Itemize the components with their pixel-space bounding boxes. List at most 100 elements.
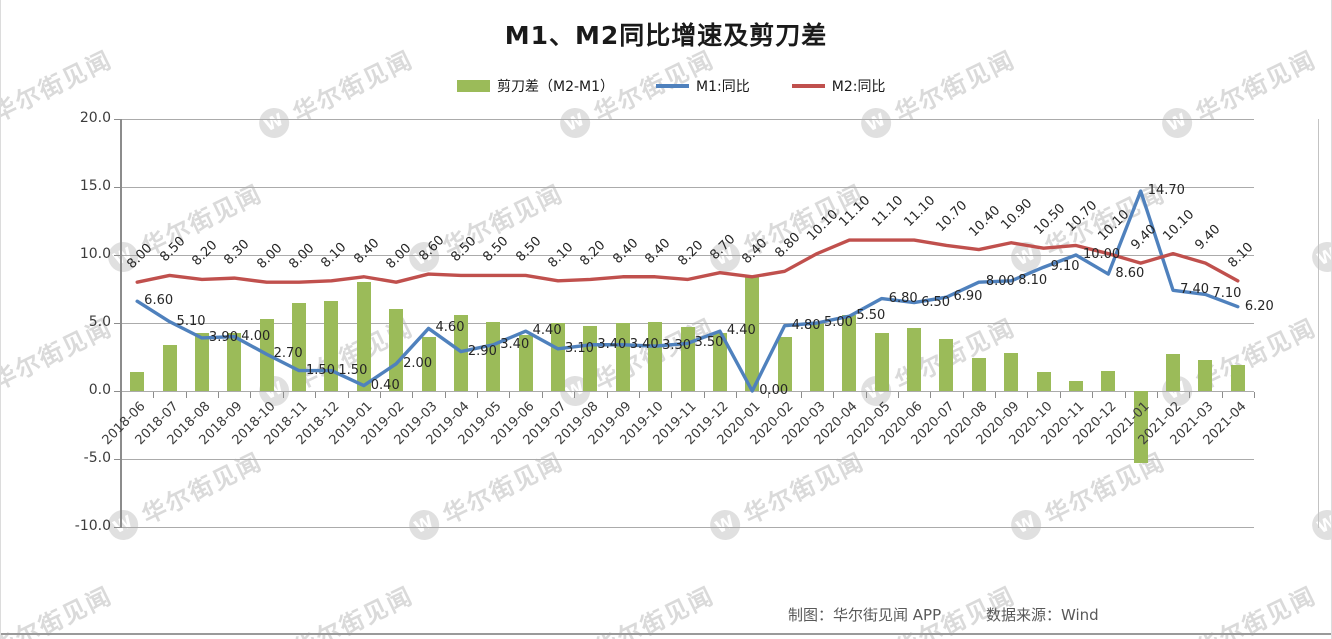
scissors-bar — [648, 321, 663, 391]
y-axis-tick — [114, 459, 121, 460]
scissors-bar — [1036, 371, 1051, 391]
gridline — [121, 119, 1254, 120]
x-axis-tick — [541, 392, 543, 398]
x-axis-tick — [282, 392, 284, 398]
scissors-bar — [874, 332, 889, 391]
scissors-bar — [356, 282, 371, 391]
x-axis-tick — [638, 392, 640, 398]
scissors-bar — [130, 371, 145, 391]
scissors-bar — [971, 358, 986, 391]
m1-value-label: 8.00 — [985, 274, 1015, 290]
x-axis-tick — [768, 392, 770, 398]
scissors-bar — [745, 276, 760, 391]
y-axis-line — [120, 119, 122, 528]
x-axis-tick — [1092, 392, 1094, 398]
scissors-bar — [1230, 365, 1245, 391]
x-axis-tick — [995, 392, 997, 398]
y-axis-label: 15.0 — [79, 178, 111, 194]
scissors-bar — [162, 344, 177, 391]
m1-value-label: 3.50 — [694, 335, 724, 351]
legend-item-m2: M2:同比 — [791, 76, 885, 96]
scissors-bar — [1101, 370, 1116, 391]
m1-value-label: 7.10 — [1212, 286, 1242, 302]
m1-value-label: 4.60 — [435, 320, 465, 336]
scissors-bar — [1166, 354, 1181, 391]
x-axis-tick — [250, 392, 252, 398]
scissors-bar — [583, 325, 598, 391]
m1-value-label: 8.60 — [1115, 266, 1145, 282]
scissors-bar — [227, 332, 242, 391]
m2-line-swatch-icon — [791, 84, 825, 88]
x-axis-tick — [509, 392, 511, 398]
scissors-bar — [777, 336, 792, 391]
m1-value-label: 3.30 — [662, 338, 692, 354]
x-axis-tick — [1189, 392, 1191, 398]
x-axis-tick — [703, 392, 705, 398]
x-axis-tick — [218, 392, 220, 398]
scissors-bar — [194, 332, 209, 391]
x-axis-tick — [379, 392, 381, 398]
x-axis-tick — [574, 392, 576, 398]
y-axis-label: 0.0 — [88, 382, 111, 398]
gridline — [121, 323, 1254, 324]
m1-value-label: 1.50 — [306, 362, 335, 378]
scissors-bar — [842, 314, 857, 391]
x-axis-tick — [153, 392, 155, 398]
gridline — [121, 255, 1254, 256]
m1-value-label: 3.40 — [500, 336, 530, 352]
m1-value-label: 4.00 — [241, 328, 271, 344]
m1-value-label: 5.00 — [823, 315, 853, 330]
y-axis-label: 20.0 — [79, 110, 111, 126]
x-axis-tick — [1027, 392, 1029, 398]
x-axis-tick — [1124, 392, 1126, 398]
m1-value-label: 6.20 — [1244, 298, 1274, 314]
scissors-bar — [712, 332, 727, 391]
legend-item-m1: M1:同比 — [656, 76, 750, 96]
x-axis-tick — [1221, 392, 1223, 398]
y-axis-tick — [114, 527, 121, 528]
legend: 剪刀差（M2-M1） M1:同比 M2:同比 — [457, 76, 927, 96]
x-axis-tick — [315, 392, 317, 398]
chart-title: M1、M2同比增速及剪刀差 — [504, 21, 828, 50]
x-axis-tick — [606, 392, 608, 398]
m1-value-label: 6.50 — [921, 294, 951, 310]
scissors-bar — [421, 336, 436, 391]
legend-item-scissors: 剪刀差（M2-M1） — [457, 76, 614, 96]
gridline — [121, 459, 1254, 460]
x-axis-tick — [671, 392, 673, 398]
m1-value-label: 3.10 — [565, 340, 594, 356]
m1-value-label: 5.50 — [856, 308, 886, 324]
scissors-bar — [551, 323, 565, 391]
m1-value-label: 4.40 — [726, 323, 756, 339]
m1-value-label: 2.00 — [403, 355, 433, 371]
y-axis-tick — [114, 119, 121, 120]
y-axis-tick — [114, 323, 121, 324]
scissors-bar — [1004, 352, 1019, 391]
x-axis-tick — [897, 392, 899, 398]
scissors-bar — [1068, 381, 1083, 391]
m1-value-label: 3.40 — [597, 336, 627, 352]
y-axis-label: -5.0 — [83, 450, 111, 466]
m1-value-label: 6.80 — [888, 290, 918, 306]
m1-line — [135, 189, 1240, 393]
source-text: 数据来源：Wind — [986, 606, 1099, 624]
scissors-bar-swatch-icon — [457, 80, 490, 92]
m2-line — [135, 238, 1240, 284]
scissors-bar — [486, 321, 501, 391]
x-axis-tick — [1254, 392, 1255, 398]
x-axis-tick — [477, 392, 479, 398]
x-axis-tick — [833, 392, 835, 398]
scissors-bar — [1133, 391, 1148, 464]
scissors-bar — [1198, 359, 1213, 391]
m1-value-label: 14.70 — [1147, 183, 1185, 199]
m1-value-label: 4.40 — [532, 323, 562, 339]
x-axis-tick — [865, 392, 867, 398]
scissors-bar — [518, 335, 533, 391]
scissors-bar — [324, 301, 339, 391]
m1-value-label: 5.10 — [176, 313, 206, 329]
m1-value-label: 9.10 — [1050, 259, 1080, 275]
x-axis-tick — [121, 392, 122, 398]
